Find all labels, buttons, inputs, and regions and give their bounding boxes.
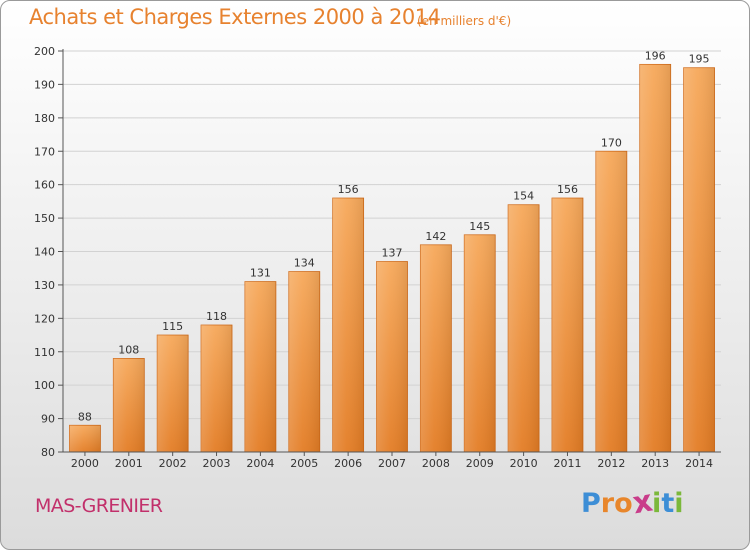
x-tick-label: 2006 — [334, 457, 362, 470]
logo-letter: t — [661, 488, 675, 519]
x-tick-label: 2000 — [71, 457, 99, 470]
y-tick-label: 170 — [34, 145, 55, 158]
value-label: 137 — [382, 247, 403, 260]
x-tick-label: 2009 — [466, 457, 494, 470]
value-label: 115 — [162, 320, 183, 333]
bar-shade — [595, 151, 627, 452]
value-label: 195 — [689, 53, 710, 66]
value-label: 142 — [425, 230, 446, 243]
x-tick-label: 2013 — [641, 457, 669, 470]
bar-shade — [244, 281, 276, 452]
bar-shade — [376, 261, 408, 452]
value-label: 156 — [557, 183, 578, 196]
commune-name: MAS-GRENIER — [35, 495, 163, 517]
bar-shade — [508, 204, 540, 452]
x-tick-label: 2008 — [422, 457, 450, 470]
logo-letter: P — [581, 488, 601, 519]
x-tick-label: 2002 — [159, 457, 187, 470]
y-tick-label: 200 — [34, 45, 55, 58]
x-tick-label: 2001 — [115, 457, 143, 470]
x-tick-label: 2007 — [378, 457, 406, 470]
logo-letter: r — [600, 488, 615, 519]
y-tick-label: 140 — [34, 246, 55, 259]
x-tick-label: 2011 — [553, 457, 581, 470]
logo-letter: i — [652, 488, 662, 519]
value-label: 196 — [645, 49, 666, 62]
value-label: 108 — [118, 343, 139, 356]
bar-shade — [157, 335, 189, 452]
y-tick-label: 190 — [34, 78, 55, 91]
bar-shade — [69, 425, 101, 452]
value-label: 131 — [250, 267, 271, 280]
value-label: 134 — [294, 257, 315, 270]
x-tick-label: 2004 — [246, 457, 274, 470]
bar-shade — [420, 244, 452, 452]
y-tick-label: 80 — [41, 446, 55, 459]
bar-shade — [288, 271, 320, 452]
chart-unit: (en milliers d'€) — [417, 14, 512, 28]
logo-letter: i — [674, 488, 684, 519]
y-axis: 80 90 100 110 120 130 140 150 160 170 180 190 200 — [34, 45, 64, 459]
x-tick-label: 2010 — [510, 457, 538, 470]
value-label: 118 — [206, 310, 227, 323]
bars: 88 108 115 118 131 134 156 137 142 145 154 156 170 19… — [69, 49, 715, 453]
y-tick-label: 160 — [34, 179, 55, 192]
bar-shade — [683, 67, 715, 452]
y-tick-label: 130 — [34, 279, 55, 292]
x-tick-label: 2005 — [290, 457, 318, 470]
bar-shade — [639, 64, 671, 452]
y-tick-label: 100 — [34, 379, 55, 392]
logo-letter: o — [614, 488, 633, 519]
y-tick-label: 90 — [41, 413, 55, 426]
bar-shade — [551, 198, 583, 452]
y-tick-label: 120 — [34, 312, 55, 325]
x-tick-label: 2003 — [203, 457, 231, 470]
bar-shade — [113, 358, 145, 452]
y-tick-label: 180 — [34, 112, 55, 125]
bar-shade — [332, 198, 364, 452]
value-label: 88 — [78, 410, 92, 423]
value-label: 156 — [338, 183, 359, 196]
x-tick-label: 2014 — [685, 457, 713, 470]
bar-shade — [464, 234, 496, 452]
bar-shade — [201, 325, 233, 452]
value-label: 154 — [513, 190, 534, 203]
value-label: 145 — [469, 220, 490, 233]
x-tick-label: 2012 — [597, 457, 625, 470]
chart-title: Achats et Charges Externes 2000 à 2014 — [29, 5, 441, 29]
value-label: 170 — [601, 136, 622, 149]
y-tick-label: 150 — [34, 212, 55, 225]
proxiti-logo[interactable]: Proxiti — [581, 484, 684, 522]
y-tick-label: 110 — [34, 346, 55, 359]
x-axis: 2000 2001 2002 2003 2004 2005 2006 2007 2008 2009… — [63, 451, 721, 470]
